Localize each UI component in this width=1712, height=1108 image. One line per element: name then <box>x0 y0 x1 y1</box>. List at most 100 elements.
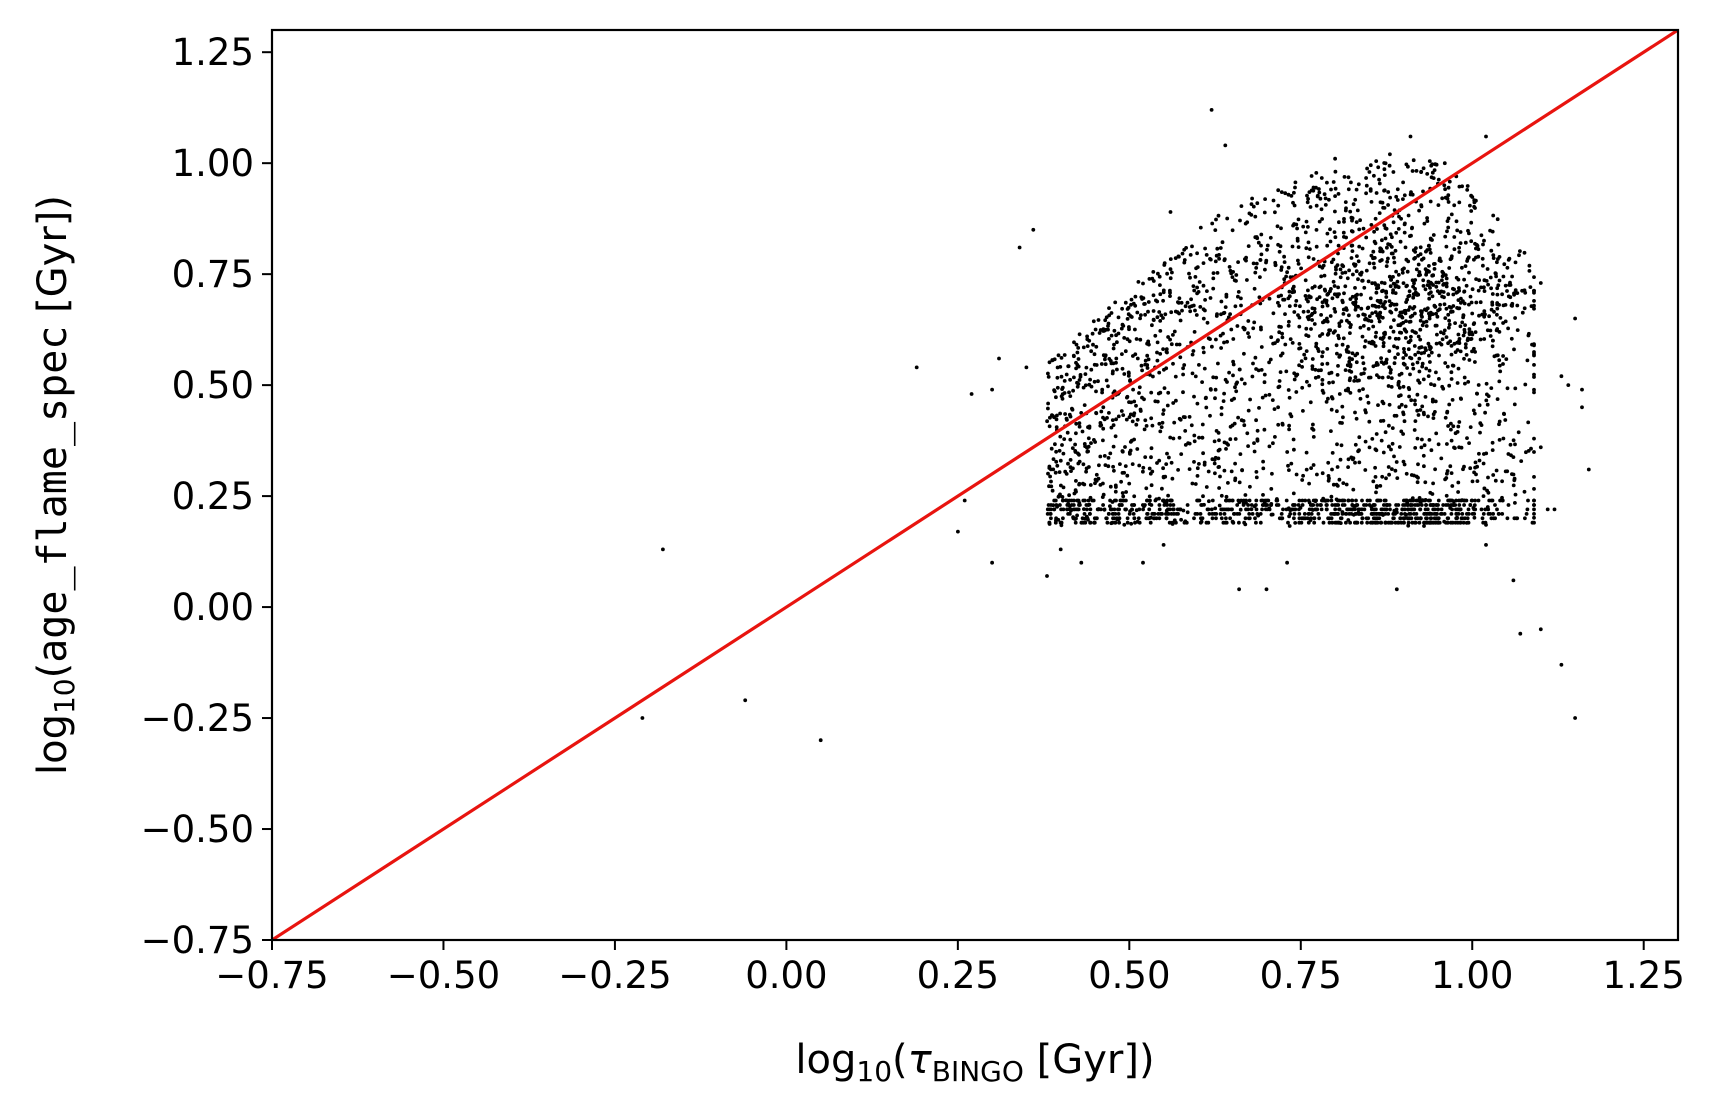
scatter-point <box>1388 309 1393 314</box>
scatter-point <box>1446 200 1451 204</box>
scatter-point <box>1400 270 1405 275</box>
scatter-point <box>1226 507 1230 512</box>
scatter-point <box>1402 347 1406 351</box>
scatter-point <box>1402 350 1407 355</box>
scatter-point <box>1115 367 1119 372</box>
scatter-point <box>1374 507 1378 512</box>
scatter-point <box>1403 512 1407 516</box>
scatter-point <box>1112 507 1117 512</box>
scatter-point <box>1188 253 1193 257</box>
scatter-point <box>1106 384 1110 389</box>
scatter-point <box>1327 380 1331 385</box>
scatter-point <box>1380 474 1385 479</box>
scatter-point <box>1382 498 1387 503</box>
scatter-point <box>1433 399 1438 404</box>
scatter-point <box>1123 445 1127 449</box>
scatter-point <box>1086 498 1091 503</box>
scatter-point <box>1386 465 1391 469</box>
scatter-point <box>1178 318 1183 323</box>
scatter-point <box>1462 498 1467 503</box>
scatter-point <box>1586 467 1591 472</box>
scatter-point <box>1185 300 1190 305</box>
scatter-point <box>1488 334 1493 338</box>
scatter-point <box>1267 392 1272 397</box>
scatter-point <box>1458 520 1463 525</box>
scatter-point <box>1469 300 1474 305</box>
scatter-point <box>1377 299 1382 304</box>
scatter-point <box>1379 356 1383 360</box>
scatter-point <box>1101 492 1106 497</box>
scatter-point <box>1309 327 1313 331</box>
scatter-point <box>1522 489 1527 494</box>
scatter-point <box>1111 361 1116 366</box>
scatter-point <box>1335 442 1339 447</box>
scatter-point <box>1397 385 1402 390</box>
scatter-point <box>1418 499 1422 504</box>
scatter-point <box>1193 482 1198 486</box>
scatter-point <box>1206 469 1211 474</box>
scatter-point <box>1532 363 1536 367</box>
scatter-point <box>1473 465 1477 470</box>
scatter-point <box>1278 244 1283 249</box>
scatter-point <box>1213 228 1218 233</box>
scatter-point <box>1339 443 1344 448</box>
scatter-point <box>1515 328 1520 332</box>
scatter-point <box>1101 481 1105 486</box>
scatter-point <box>1324 503 1329 507</box>
scatter-point <box>1204 485 1209 489</box>
scatter-point <box>1292 310 1297 314</box>
scatter-point <box>1325 347 1330 351</box>
scatter-point <box>1488 328 1493 333</box>
scatter-point <box>1302 352 1307 357</box>
scatter-point <box>1218 512 1223 516</box>
scatter-point <box>1292 289 1296 294</box>
scatter-point <box>1333 309 1338 314</box>
scatter-point <box>1532 353 1536 358</box>
scatter-point <box>1138 409 1143 413</box>
scatter-point <box>1222 512 1227 516</box>
scatter-point <box>1337 477 1342 482</box>
scatter-point <box>1259 345 1264 349</box>
scatter-point <box>1479 285 1483 290</box>
scatter-point <box>1154 298 1158 303</box>
scatter-point <box>1364 268 1369 273</box>
scatter-point <box>1311 463 1316 467</box>
scatter-point <box>1142 427 1147 432</box>
scatter-point <box>1532 450 1536 454</box>
x-tick-label: 0.25 <box>917 954 999 997</box>
scatter-point <box>1344 482 1349 487</box>
scatter-point <box>1071 353 1076 358</box>
scatter-point <box>1336 192 1341 196</box>
scatter-point <box>1416 503 1421 507</box>
scatter-point <box>1141 469 1145 474</box>
scatter-point <box>1483 507 1488 512</box>
scatter-point <box>1331 180 1336 184</box>
scatter-point <box>1180 308 1184 313</box>
scatter-point <box>1495 260 1499 265</box>
scatter-point <box>1295 236 1300 241</box>
scatter-point <box>1205 320 1210 325</box>
scatter-point <box>1491 253 1496 257</box>
scatter-point <box>1340 271 1345 275</box>
scatter-point <box>1440 337 1445 342</box>
scatter-point <box>1117 520 1121 525</box>
scatter-point <box>1444 276 1449 281</box>
scatter-point <box>1074 479 1078 483</box>
scatter-point <box>1360 278 1364 283</box>
scatter-point <box>1411 158 1416 163</box>
scatter-point <box>1120 449 1125 454</box>
scatter-point <box>1400 310 1405 315</box>
scatter-point <box>1148 520 1153 525</box>
scatter-point <box>1346 457 1351 462</box>
scatter-point <box>1056 353 1061 358</box>
scatter-point <box>1462 277 1466 282</box>
scatter-point <box>1250 196 1254 201</box>
scatter-point <box>1532 290 1536 295</box>
scatter-point <box>1419 169 1424 174</box>
scatter-point <box>1443 316 1448 320</box>
scatter-point <box>1129 400 1133 405</box>
scatter-point <box>1430 238 1434 242</box>
scatter-point <box>1412 507 1417 512</box>
scatter-point <box>1463 264 1468 268</box>
scatter-point <box>1413 311 1417 316</box>
